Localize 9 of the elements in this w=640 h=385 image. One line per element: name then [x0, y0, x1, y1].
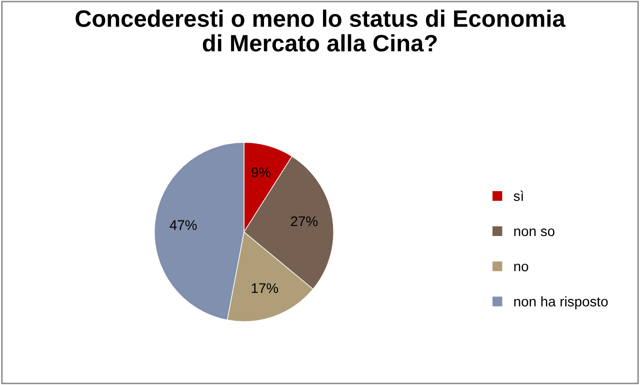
data-label: 9% [252, 167, 271, 178]
legend-label: non so [514, 228, 554, 236]
legend-label: non ha risposto [514, 296, 608, 310]
chart-title: Concederesti o meno lo status di Economia di Mercato alla Cina? [76, 10, 566, 52]
legend-label: no [514, 264, 528, 272]
data-label: 27% [290, 216, 318, 226]
legend-label: sì [514, 190, 524, 201]
data-label: 47% [170, 220, 197, 230]
data-label: 17% [252, 283, 278, 293]
